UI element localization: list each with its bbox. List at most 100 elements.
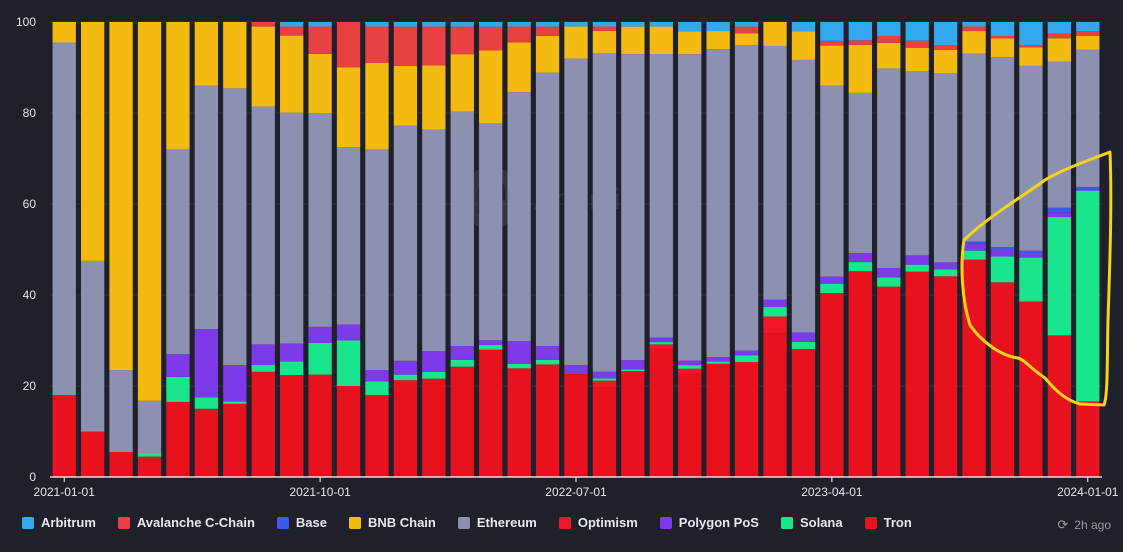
bar-segment-polygon-pos[interactable] (479, 340, 503, 345)
bar-segment-solana[interactable] (507, 363, 531, 369)
bar-segment-bnb-chain[interactable] (877, 42, 901, 69)
bar-segment-tron[interactable] (365, 395, 389, 477)
bar-segment-bnb-chain[interactable] (763, 22, 787, 46)
bar-segment-ethereum[interactable] (990, 57, 1015, 248)
bar-segment-ethereum[interactable] (877, 68, 901, 269)
bar-segment-arbitrum[interactable] (479, 22, 503, 27)
bar-segment-bnb-chain[interactable] (450, 54, 474, 112)
bar-segment-arbitrum[interactable] (393, 22, 418, 27)
bar-segment-bnb-chain[interactable] (194, 22, 219, 86)
bar-segment-solana[interactable] (393, 374, 418, 381)
bar-segment-polygon-pos[interactable] (251, 344, 275, 365)
bar-segment-arbitrum[interactable] (535, 22, 560, 27)
legend-item-avalanche-c-chain[interactable]: Avalanche C-Chain (117, 515, 255, 530)
bar-segment-solana[interactable] (678, 365, 702, 369)
bar-segment-optimism[interactable] (763, 316, 787, 334)
bar-segment-ethereum[interactable] (905, 71, 929, 256)
bar-segment-ethereum[interactable] (535, 72, 560, 347)
bar-segment-bnb-chain[interactable] (336, 67, 361, 148)
bar-segment-solana[interactable] (223, 401, 247, 404)
bar-segment-polygon-pos[interactable] (763, 299, 787, 307)
bar-segment-ethereum[interactable] (621, 54, 645, 361)
bar-segment-tron[interactable] (564, 374, 588, 477)
bar-segment-polygon-pos[interactable] (962, 243, 986, 251)
bar-segment-avalanche-c-chain[interactable] (507, 26, 531, 43)
bar-segment-arbitrum[interactable] (820, 22, 844, 41)
bar-segment-bnb-chain[interactable] (393, 65, 418, 126)
bar-segment-ethereum[interactable] (109, 370, 133, 452)
bar-segment-optimism[interactable] (649, 344, 673, 349)
bar-segment-avalanche-c-chain[interactable] (365, 26, 389, 63)
bar-segment-bnb-chain[interactable] (308, 53, 332, 113)
bar-segment-base[interactable] (962, 241, 986, 244)
bar-segment-tron[interactable] (194, 408, 219, 477)
bar-segment-tron[interactable] (990, 282, 1015, 477)
bar-segment-polygon-pos[interactable] (1019, 252, 1043, 258)
bar-segment-arbitrum[interactable] (564, 22, 588, 27)
bar-segment-polygon-pos[interactable] (450, 346, 474, 360)
bar-segment-arbitrum[interactable] (592, 22, 617, 27)
bar-segment-solana[interactable] (137, 452, 162, 457)
bar-segment-bnb-chain[interactable] (592, 30, 617, 54)
bar-segment-avalanche-c-chain[interactable] (734, 26, 759, 34)
bar-segment-ethereum[interactable] (308, 113, 332, 327)
bar-segment-polygon-pos[interactable] (166, 354, 190, 377)
bar-segment-arbitrum[interactable] (933, 22, 958, 46)
bar-segment-tron[interactable] (592, 387, 617, 477)
bar-segment-arbitrum[interactable] (1047, 22, 1071, 34)
bar-segment-polygon-pos[interactable] (336, 324, 361, 341)
bar-segment-polygon-pos[interactable] (507, 341, 531, 364)
bar-segment-solana[interactable] (479, 344, 503, 350)
bar-segment-arbitrum[interactable] (848, 22, 872, 41)
bar-segment-ethereum[interactable] (393, 125, 418, 361)
bar-segment-solana[interactable] (621, 369, 645, 372)
bar-segment-ethereum[interactable] (365, 149, 389, 371)
bar-segment-arbitrum[interactable] (791, 22, 816, 32)
bar-segment-tron[interactable] (137, 456, 162, 477)
bar-segment-tron[interactable] (166, 401, 190, 477)
refresh-icon[interactable]: ⟳ (1057, 517, 1069, 532)
bar-segment-bnb-chain[interactable] (365, 62, 389, 150)
bar-segment-polygon-pos[interactable] (308, 326, 332, 343)
legend-item-ethereum[interactable]: Ethereum (457, 515, 537, 530)
bar-segment-solana[interactable] (734, 355, 759, 363)
bar-segment-polygon-pos[interactable] (905, 255, 929, 265)
bar-segment-base[interactable] (990, 247, 1015, 250)
bar-segment-solana[interactable] (251, 364, 275, 372)
bar-segment-tron[interactable] (763, 333, 787, 477)
bar-segment-tron[interactable] (1076, 401, 1100, 477)
bar-segment-bnb-chain[interactable] (1019, 47, 1043, 66)
bar-segment-solana[interactable] (450, 359, 474, 367)
bar-segment-bnb-chain[interactable] (1076, 35, 1100, 50)
bar-segment-avalanche-c-chain[interactable] (848, 40, 872, 45)
bar-segment-polygon-pos[interactable] (990, 249, 1015, 257)
bar-segment-base[interactable] (1076, 186, 1100, 190)
bar-segment-avalanche-c-chain[interactable] (820, 40, 844, 46)
bar-segment-ethereum[interactable] (734, 44, 759, 351)
bar-segment-solana[interactable] (308, 342, 332, 375)
bar-segment-tron[interactable] (962, 259, 986, 477)
bar-segment-bnb-chain[interactable] (962, 31, 986, 54)
bar-segment-bnb-chain[interactable] (223, 22, 247, 89)
bar-segment-tron[interactable] (336, 386, 361, 477)
bar-segment-tron[interactable] (734, 362, 759, 477)
legend-item-bnb-chain[interactable]: BNB Chain (348, 515, 436, 530)
bar-segment-optimism[interactable] (678, 368, 702, 374)
bar-segment-bnb-chain[interactable] (706, 31, 730, 50)
bar-segment-solana[interactable] (336, 340, 361, 387)
bar-segment-bnb-chain[interactable] (820, 45, 844, 86)
bar-segment-polygon-pos[interactable] (933, 262, 958, 270)
bar-segment-ethereum[interactable] (933, 73, 958, 263)
bar-segment-avalanche-c-chain[interactable] (990, 36, 1015, 39)
bar-segment-ethereum[interactable] (564, 58, 588, 365)
bar-segment-tron[interactable] (80, 431, 105, 478)
bar-segment-polygon-pos[interactable] (393, 360, 418, 375)
bar-segment-ethereum[interactable] (1047, 61, 1071, 208)
bar-segment-ethereum[interactable] (706, 49, 730, 358)
bar-segment-ethereum[interactable] (336, 147, 361, 325)
bar-segment-solana[interactable] (763, 306, 787, 317)
bar-segment-polygon-pos[interactable] (791, 332, 816, 342)
bar-segment-arbitrum[interactable] (1019, 22, 1043, 46)
bar-segment-avalanche-c-chain[interactable] (479, 26, 503, 51)
bar-segment-polygon-pos[interactable] (877, 268, 901, 278)
